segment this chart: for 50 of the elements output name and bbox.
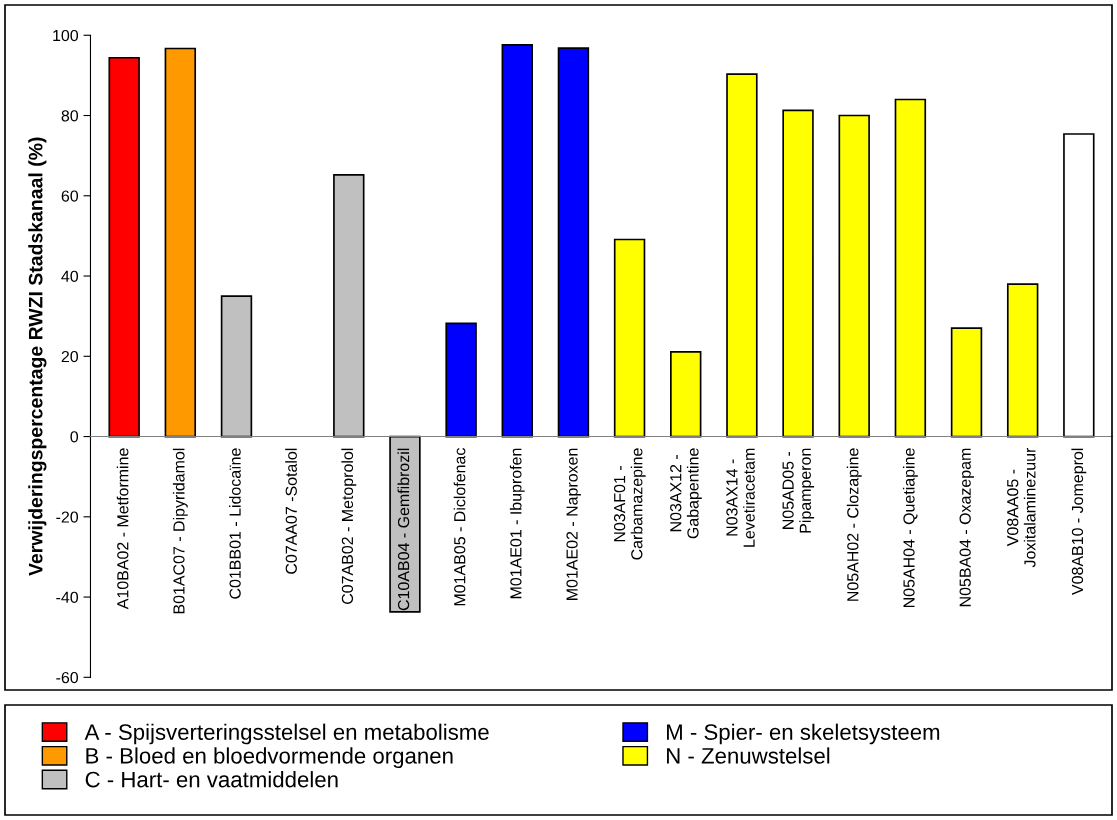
- x-tick-label: N05BA04 - Oxazepam: [959, 448, 974, 607]
- legend-label: C - Hart- en vaatmiddelen: [85, 771, 338, 788]
- y-tick-label: 40: [61, 270, 79, 282]
- x-tick-label: N05AD05 - Pipamperon: [782, 448, 815, 533]
- bar: [557, 47, 590, 438]
- bar: [726, 73, 758, 438]
- x-tick-label: M01AE02 - Naproxen: [566, 448, 581, 600]
- bar: [613, 238, 646, 438]
- y-tick-label: 20: [61, 350, 79, 363]
- x-tick-label: N05AH04 - Quetiapine: [902, 448, 918, 608]
- legend-label: M - Spier- en skeletsysteem: [667, 723, 940, 745]
- legend-label: A - Spijsverteringsstelsel en metabolisme: [84, 723, 489, 745]
- x-tick-label: N03AF01 - Carbamazepine: [613, 448, 646, 560]
- bar: [782, 109, 814, 438]
- y-tick-label: -40: [56, 591, 79, 604]
- x-tick-label: N03AX14 - Levetiracetam: [726, 448, 755, 547]
- bar: [164, 47, 197, 438]
- y-tick-label: -20: [56, 511, 79, 523]
- bar: [838, 114, 870, 438]
- bar: [1063, 133, 1095, 438]
- bar: [220, 295, 253, 438]
- legend-label: N - Zenuwstelsel: [667, 747, 830, 764]
- y-tick-label: 60: [61, 190, 79, 202]
- y-tick-label: 100: [53, 29, 79, 42]
- bar: [333, 174, 365, 438]
- bar: [108, 56, 140, 438]
- y-tick-label: -60: [56, 671, 79, 684]
- bar: [1006, 283, 1039, 438]
- x-tick-label: C01BB01 - Lidocaïne: [229, 448, 241, 599]
- x-tick-label: V08AB10 - Jomeprol: [1071, 448, 1087, 595]
- x-tick-label: N03AX12 - Gabapentine: [670, 448, 702, 539]
- y-tick-label: 0: [70, 431, 79, 443]
- bar: [501, 44, 533, 438]
- x-tick-label: C07AB02 - Metoprolol: [341, 448, 357, 604]
- x-tick-label: M01AE01 - Ibuprofen: [509, 448, 525, 599]
- x-tick-label: C10AB04 - Gemfibrozil: [397, 448, 410, 611]
- x-tick-label: B01AC07 - Dipyridamol: [172, 448, 188, 614]
- x-tick-label: A10BA02 - Metformine: [116, 448, 129, 610]
- bar: [445, 322, 477, 438]
- legend-label: B - Bloed en bloedvormende organen: [86, 747, 453, 769]
- x-tick-label: C07AA07 -Sotalol: [285, 448, 297, 574]
- y-tick-label: 80: [61, 110, 79, 122]
- x-tick-label: M01AB05 - Diclofenac: [453, 448, 466, 606]
- bar: [389, 435, 421, 613]
- x-tick-label: V08AA05 - Joxitalaminezuur: [1007, 447, 1036, 568]
- bar: [950, 327, 983, 438]
- x-tick-label: N05AH02 - Clozapine: [846, 448, 862, 601]
- bar: [894, 98, 927, 438]
- y-axis-title: Verwijderingspercentage RWZI Stadskanaal (%): [28, 137, 47, 576]
- bar: [670, 351, 702, 438]
